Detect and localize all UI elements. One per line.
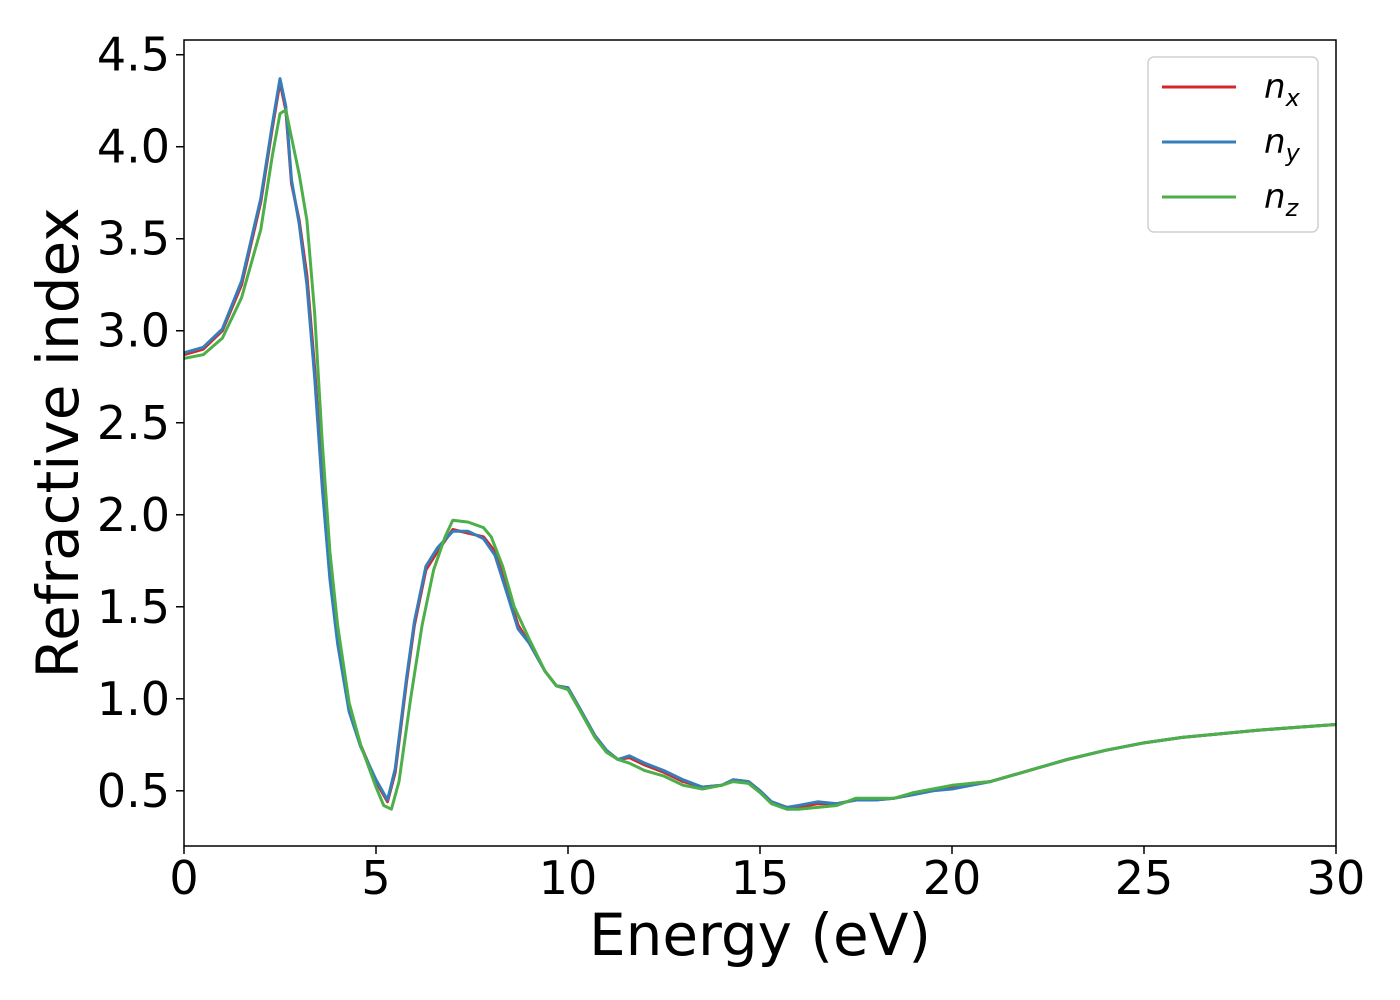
- legend-label-ny: ny: [1264, 122, 1301, 167]
- x-tick-label: 30: [1307, 851, 1366, 905]
- x-axis-label: Energy (eV): [589, 901, 931, 969]
- y-tick-label: 0.5: [97, 764, 170, 818]
- plot-area: [184, 77, 1336, 811]
- x-tick-label: 0: [169, 851, 198, 905]
- x-tick-label: 20: [923, 851, 982, 905]
- x-tick-label: 5: [361, 851, 390, 905]
- x-tick-label: 15: [731, 851, 790, 905]
- y-tick-label: 3.0: [97, 304, 170, 358]
- legend-box: [1147, 56, 1319, 233]
- axes: 0 5 10 15 20 25 30 0.5 1.0 1.5 2.0 2.5 3.0 3.5 4.0 4.5: [97, 28, 1365, 905]
- y-tick-label: 4.5: [97, 28, 170, 82]
- series-line-nz: [184, 108, 1336, 811]
- y-axis-label: Refractive index: [24, 207, 92, 678]
- x-tick-label: 25: [1115, 851, 1174, 905]
- y-tick-label: 4.0: [97, 120, 170, 174]
- x-tick-label: 10: [539, 851, 598, 905]
- y-tick-label: 2.0: [97, 488, 170, 542]
- y-tick-label: 1.5: [97, 580, 170, 634]
- y-tick-label: 1.0: [97, 672, 170, 726]
- y-tick-label: 2.5: [97, 396, 170, 450]
- y-tick-label: 3.5: [97, 212, 170, 266]
